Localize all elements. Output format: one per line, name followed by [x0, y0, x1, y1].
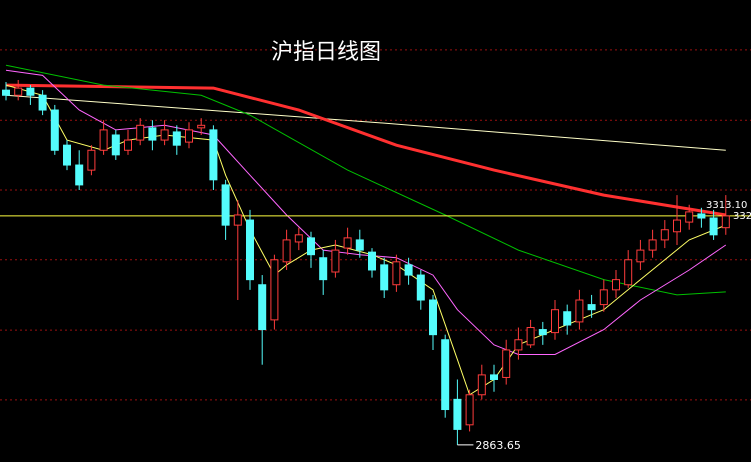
- candle-body: [514, 339, 523, 351]
- candle-body: [75, 164, 84, 186]
- candle-body: [685, 211, 694, 223]
- candle-body: [416, 274, 425, 301]
- grid: [0, 49, 751, 401]
- candle-body: [429, 299, 437, 336]
- candle-body: [697, 213, 706, 219]
- candle-body: [343, 237, 352, 249]
- candle-body: [453, 398, 462, 430]
- candle-body: [319, 257, 328, 281]
- candle-body: [380, 264, 389, 291]
- candle-body: [63, 144, 71, 166]
- candle-body: [612, 279, 620, 291]
- candle-body: [709, 217, 718, 236]
- candle-body: [587, 304, 596, 311]
- candle-body: [648, 239, 657, 251]
- candle-body: [2, 89, 10, 96]
- candle-body: [148, 127, 157, 141]
- candle-body: [87, 149, 96, 171]
- candle-body: [160, 129, 169, 141]
- low-label: 2863.65: [475, 439, 521, 452]
- candle-body: [233, 214, 242, 226]
- candle-body: [172, 131, 181, 146]
- candle-body: [14, 87, 23, 96]
- candle-body: [368, 251, 376, 271]
- ma-line: [5, 94, 726, 151]
- candle-body: [392, 261, 401, 286]
- ma-line: [5, 64, 726, 296]
- candle-body: [477, 374, 486, 396]
- candle-body: [258, 284, 267, 331]
- candle-body: [331, 249, 340, 273]
- candles: [2, 79, 730, 445]
- candle-body: [673, 219, 681, 233]
- candle-body: [490, 374, 498, 380]
- candle-body: [99, 129, 108, 151]
- edge-label: 332: [733, 211, 751, 222]
- candle-body: [209, 129, 218, 181]
- candle-body: [246, 219, 254, 281]
- candle-body: [185, 129, 193, 143]
- candle-body: [404, 264, 413, 276]
- candle-body: [124, 139, 132, 151]
- candle-body: [111, 134, 120, 156]
- candle-body: [355, 239, 364, 251]
- candle-body: [563, 311, 572, 326]
- candle-body: [502, 349, 511, 378]
- ma-line: [5, 83, 727, 217]
- candle-body: [636, 249, 645, 263]
- candle-body: [538, 329, 547, 336]
- candle-body: [26, 87, 35, 96]
- candle-body: [307, 237, 315, 256]
- candle-body: [136, 124, 145, 141]
- candle-body: [526, 327, 535, 346]
- candle-body: [270, 259, 279, 321]
- candle-body: [575, 299, 584, 323]
- chart-title: 沪指日线图: [271, 40, 381, 65]
- candle-body: [551, 309, 559, 334]
- candle-body: [465, 394, 474, 426]
- last-label: 3313.10: [706, 200, 747, 211]
- candle-body: [660, 229, 669, 241]
- candle-body: [624, 259, 633, 286]
- candle-body: [441, 339, 450, 411]
- ma-line: [5, 69, 727, 355]
- candle-body: [221, 184, 230, 226]
- candle-body: [721, 215, 730, 229]
- candle-body: [197, 124, 206, 129]
- candle-body: [282, 239, 291, 263]
- candle-body: [599, 289, 608, 306]
- candle-body: [294, 234, 303, 243]
- candle-body: [50, 109, 59, 151]
- candle-body: [38, 94, 47, 111]
